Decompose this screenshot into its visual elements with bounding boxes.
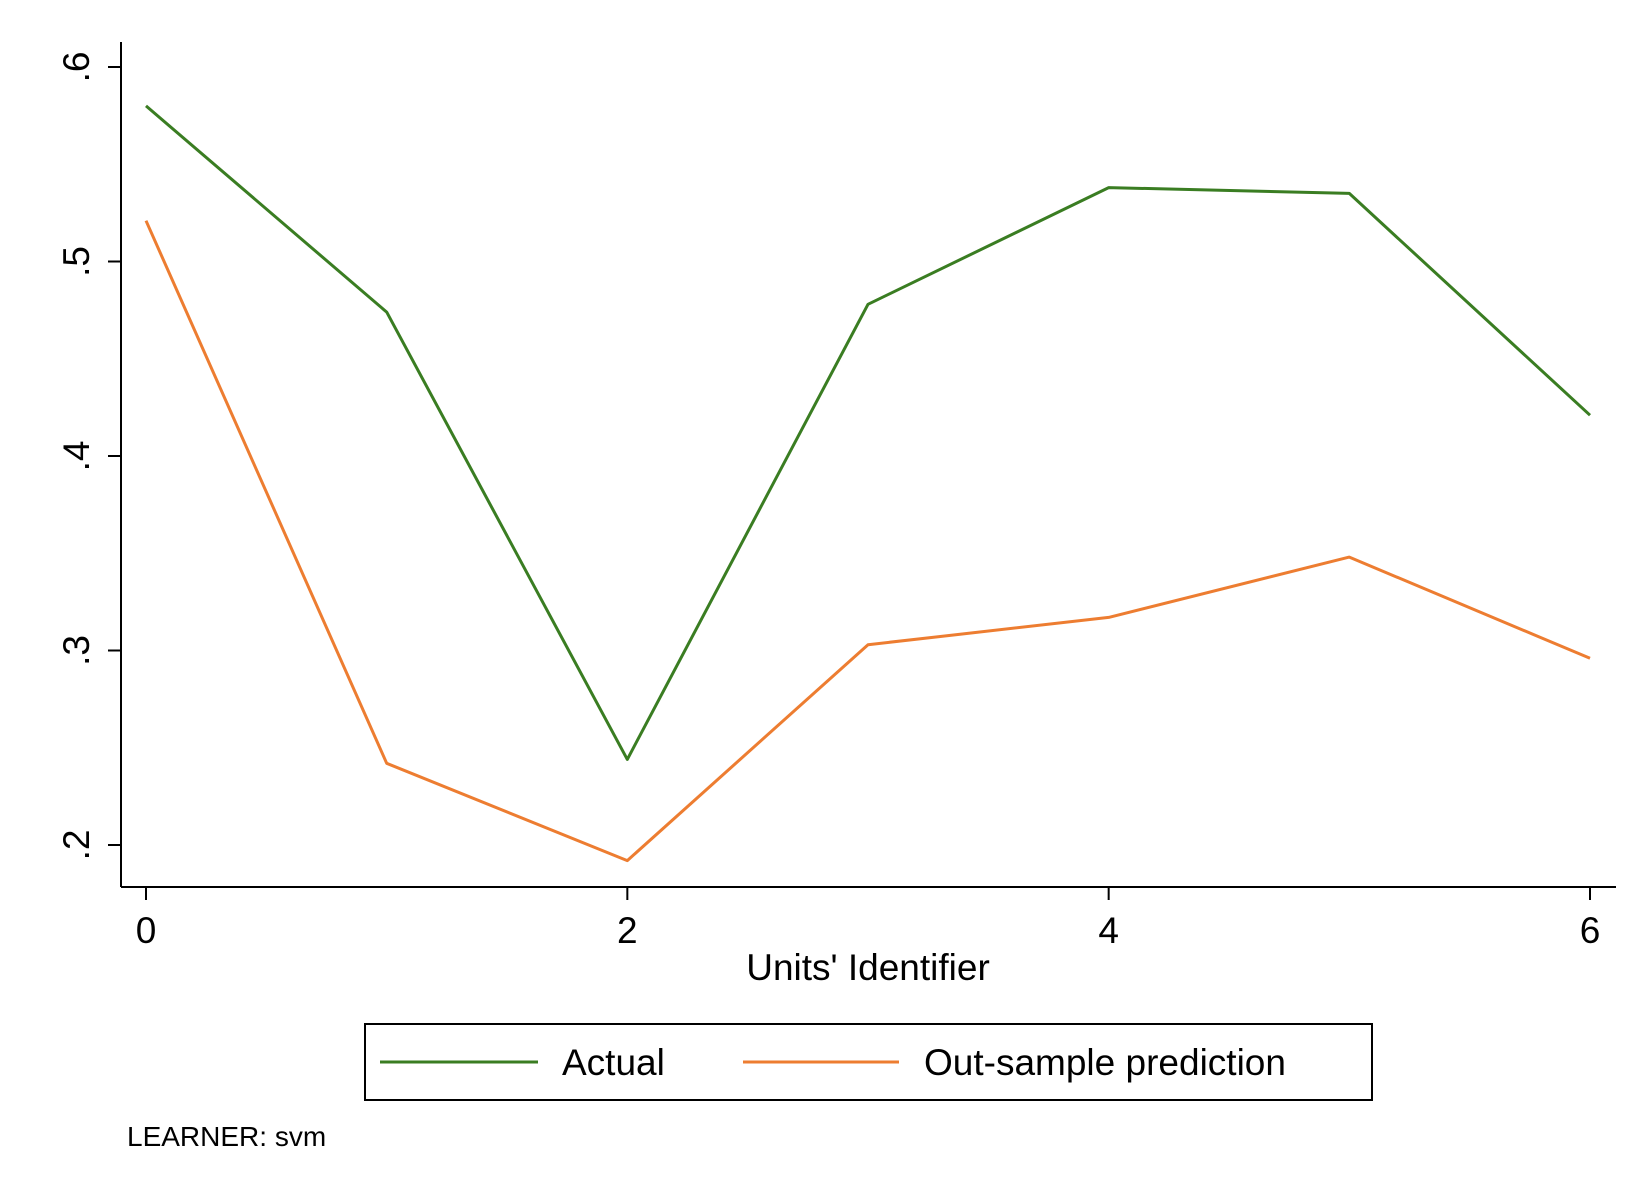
- series-lines: [144, 104, 1592, 863]
- y-tick-label: .6: [56, 52, 97, 83]
- legend: Actual Out-sample prediction: [364, 1023, 1373, 1101]
- series-line-out-sample-prediction: [144, 220, 1591, 863]
- legend-label-actual: Actual: [562, 1042, 665, 1083]
- y-tick-label: .2: [56, 830, 97, 861]
- y-tick-label: .5: [56, 246, 97, 277]
- legend-label-out-sample-prediction: Out-sample prediction: [924, 1042, 1286, 1083]
- y-tick-label: .3: [56, 635, 97, 666]
- axes: .2 .3 .4 .5 .6 0 2 4 6: [56, 42, 1616, 951]
- learner-note: LEARNER: svm: [127, 1121, 326, 1152]
- series-line-actual: [145, 104, 1592, 761]
- x-tick-label: 6: [1580, 910, 1601, 951]
- x-tick-label: 0: [136, 910, 157, 951]
- x-tick-label: 2: [617, 910, 638, 951]
- x-axis-title: Units' Identifier: [746, 947, 990, 988]
- y-tick-label: .4: [56, 441, 97, 472]
- x-tick-label: 4: [1098, 910, 1119, 951]
